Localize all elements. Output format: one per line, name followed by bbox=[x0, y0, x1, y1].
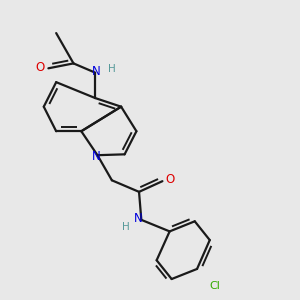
Text: O: O bbox=[165, 173, 174, 186]
Text: Cl: Cl bbox=[209, 281, 220, 291]
Text: H: H bbox=[108, 64, 116, 74]
Text: O: O bbox=[36, 61, 45, 74]
Text: N: N bbox=[92, 65, 100, 78]
Text: H: H bbox=[122, 222, 130, 232]
Text: N: N bbox=[134, 212, 142, 226]
Text: N: N bbox=[92, 150, 100, 163]
